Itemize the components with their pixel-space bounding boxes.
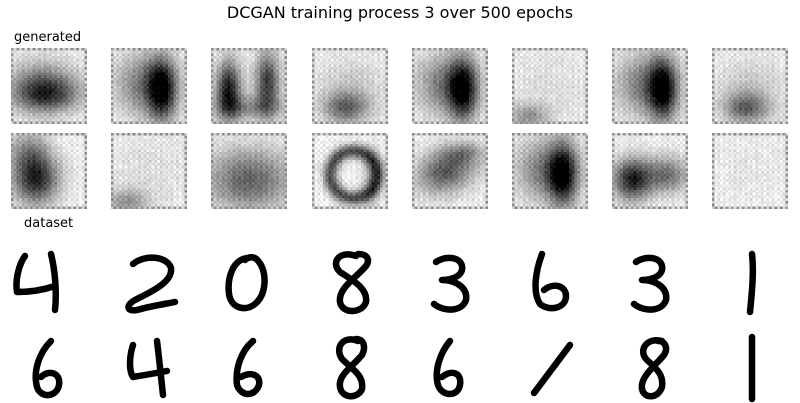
dataset-digit-6-0-5 [512, 242, 588, 318]
generated-sample-0-4 [412, 48, 488, 124]
digit-stroke [336, 254, 368, 311]
generated-sample-1-5 [512, 133, 588, 209]
digit-stroke [437, 341, 461, 394]
generated-section-label: generated [14, 30, 81, 46]
generated-sample-1-7 [712, 133, 788, 209]
handwritten-digit-image [312, 327, 388, 403]
generated-sample-0-5 [512, 48, 588, 124]
dataset-digit-0-0-2 [211, 242, 287, 318]
generated-sample-image [312, 48, 388, 124]
generated-sample-image [712, 133, 788, 209]
generated-sample-0-2 [211, 48, 287, 124]
dataset-digit-6-1-4 [412, 327, 488, 403]
generated-sample-1-3 [312, 133, 388, 209]
handwritten-digit-image [412, 327, 488, 403]
generated-sample-0-3 [312, 48, 388, 124]
digit-stroke [339, 339, 364, 396]
generated-sample-image [412, 133, 488, 209]
handwritten-digit-image [612, 242, 688, 318]
generated-sample-image [111, 48, 187, 124]
generated-sample-0-7 [712, 48, 788, 124]
digit-stroke [130, 341, 167, 395]
handwritten-digit-image [512, 327, 588, 403]
digit-stroke [536, 254, 566, 308]
generated-sample-image [11, 48, 87, 124]
generated-sample-image [11, 133, 87, 209]
handwritten-digit-image [512, 242, 588, 318]
dataset-digit-3-0-6 [612, 242, 688, 318]
generated-sample-image [712, 48, 788, 124]
handwritten-digit-image [612, 327, 688, 403]
generated-sample-0-6 [612, 48, 688, 124]
dataset-digit-8-0-3 [312, 242, 388, 318]
dataset-digit-6-1-0 [11, 327, 87, 403]
handwritten-digit-image [11, 327, 87, 403]
handwritten-digit-image [111, 242, 187, 318]
digit-stroke [129, 258, 176, 311]
generated-sample-image [612, 48, 688, 124]
generated-sample-image [512, 133, 588, 209]
dataset-digit-6-1-2 [211, 327, 287, 403]
generated-sample-image [512, 48, 588, 124]
digit-stroke [36, 341, 59, 395]
dataset-digit-4-1-1 [111, 327, 187, 403]
generated-sample-0-1 [111, 48, 187, 124]
dataset-digit-8-1-6 [612, 327, 688, 403]
digit-stroke [534, 345, 570, 393]
handwritten-digit-image [312, 242, 388, 318]
generated-sample-image [111, 133, 187, 209]
figure-title: DCGAN training process 3 over 500 epochs [0, 3, 800, 23]
digit-stroke [750, 254, 753, 312]
dataset-digit-8-1-3 [312, 327, 388, 403]
generated-sample-0-0 [11, 48, 87, 124]
generated-sample-1-1 [111, 133, 187, 209]
handwritten-digit-image [211, 327, 287, 403]
digit-stroke [434, 258, 466, 310]
generated-sample-image [312, 133, 388, 209]
dataset-digit-1-1-7 [712, 327, 788, 403]
dataset-section-label: dataset [24, 216, 73, 232]
generated-sample-1-4 [412, 133, 488, 209]
generated-sample-image [612, 133, 688, 209]
dataset-digit-1-0-7 [712, 242, 788, 318]
handwritten-digit-image [712, 327, 788, 403]
generated-sample-1-0 [11, 133, 87, 209]
handwritten-digit-image [11, 242, 87, 318]
handwritten-digit-image [412, 242, 488, 318]
handwritten-digit-image [211, 242, 287, 318]
dataset-digit-3-0-4 [412, 242, 488, 318]
generated-sample-1-2 [211, 133, 287, 209]
digit-stroke [237, 341, 260, 394]
digit-stroke [642, 340, 666, 396]
handwritten-digit-image [111, 327, 187, 403]
generated-sample-image [412, 48, 488, 124]
handwritten-digit-image [712, 242, 788, 318]
dataset-digit-2-0-1 [111, 242, 187, 318]
digit-stroke [634, 258, 666, 310]
generated-sample-image [211, 133, 287, 209]
dataset-digit-4-0-0 [11, 242, 87, 318]
dataset-digit-1-1-5 [512, 327, 588, 403]
generated-sample-image [211, 48, 287, 124]
digit-stroke [16, 254, 55, 310]
generated-sample-1-6 [612, 133, 688, 209]
digit-stroke [229, 257, 265, 308]
